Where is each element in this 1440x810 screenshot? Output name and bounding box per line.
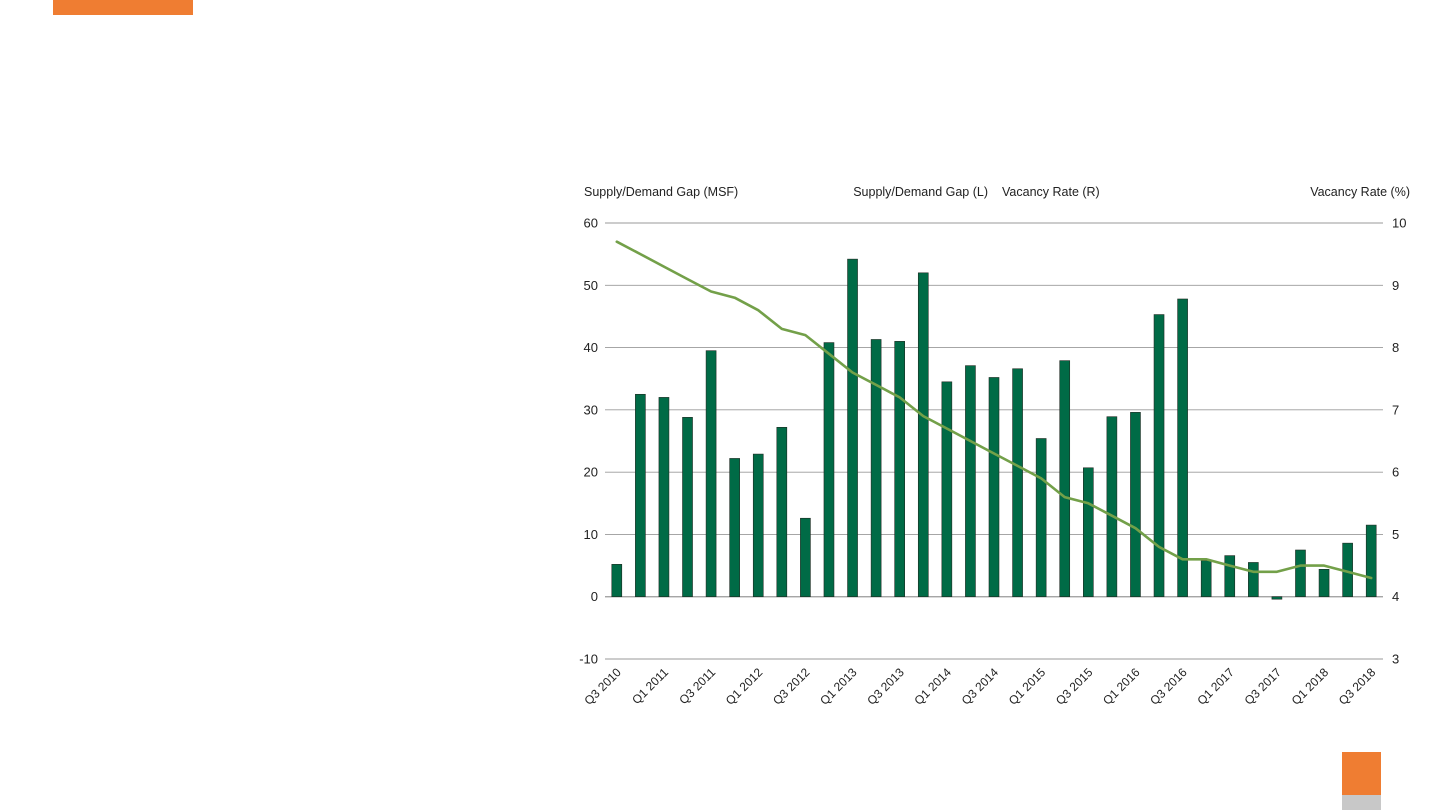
y-right-tick-label: 3 — [1392, 652, 1399, 667]
y-right-tick-label: 5 — [1392, 527, 1399, 542]
x-tick-label: Q1 2016 — [1100, 665, 1143, 708]
x-tick-label: Q1 2012 — [723, 665, 766, 708]
y-left-tick-label: -10 — [579, 652, 598, 667]
x-tick-label: Q3 2014 — [959, 665, 1002, 708]
y-left-tick-label: 50 — [584, 278, 598, 293]
x-tick-label: Q3 2018 — [1336, 665, 1379, 708]
x-tick-label: Q3 2011 — [676, 665, 718, 707]
bar — [1271, 596, 1283, 600]
bar — [1248, 562, 1259, 598]
y-right-tick-label: 8 — [1392, 340, 1399, 355]
bar — [611, 564, 623, 598]
bar — [752, 453, 764, 598]
x-tick-label: Q1 2015 — [1006, 665, 1049, 708]
x-tick-label: Q3 2016 — [1147, 665, 1190, 708]
y-right-tick-label: 10 — [1392, 216, 1406, 231]
bar — [1035, 438, 1047, 598]
y-axis-right-title: Vacancy Rate (%) — [1310, 185, 1410, 199]
bar — [635, 393, 646, 598]
x-tick-label: Q3 2013 — [864, 665, 907, 708]
bar — [870, 339, 882, 598]
x-tick-label: Q3 2012 — [770, 665, 813, 708]
vacancy-rate-line — [615, 240, 1373, 580]
x-tick-label: Q1 2011 — [629, 665, 671, 707]
y-left-tick-label: 10 — [584, 527, 598, 542]
bar — [965, 365, 976, 598]
bar — [800, 517, 811, 598]
bottom-right-orange-accent — [1342, 752, 1381, 795]
bar — [1012, 368, 1023, 598]
x-tick-label: Q3 2017 — [1242, 665, 1285, 708]
bar — [682, 417, 693, 598]
bar — [894, 341, 905, 598]
y-left-tick-label: 60 — [584, 216, 598, 231]
bar — [1106, 416, 1118, 598]
bar — [1130, 412, 1141, 598]
y-left-tick-label: 0 — [591, 589, 598, 604]
bar — [988, 377, 1000, 598]
bar — [847, 258, 858, 598]
bottom-right-gray-accent — [1342, 795, 1381, 810]
x-tick-label: Q3 2010 — [581, 665, 624, 708]
bar — [1059, 360, 1071, 598]
bar — [658, 397, 670, 598]
x-tick-label: Q1 2018 — [1289, 665, 1332, 708]
bar — [823, 342, 835, 598]
legend-bar-series: Supply/Demand Gap (L) — [853, 185, 988, 199]
x-tick-label: Q3 2015 — [1053, 665, 1096, 708]
bar — [776, 426, 788, 598]
line-series — [615, 240, 1373, 580]
bar — [729, 458, 740, 598]
legend-line-series: Vacancy Rate (R) — [1002, 185, 1100, 199]
bar-series — [611, 258, 1377, 600]
y-left-tick-label: 30 — [584, 402, 598, 417]
top-orange-accent-bar — [53, 0, 193, 15]
bar — [705, 350, 717, 598]
bar — [1083, 467, 1094, 598]
bar — [1177, 298, 1188, 598]
bar — [1200, 560, 1212, 598]
y-axis-left-title: Supply/Demand Gap (MSF) — [584, 185, 738, 199]
x-tick-label: Q1 2017 — [1194, 665, 1237, 708]
bar — [917, 272, 929, 598]
y-left-tick-label: 40 — [584, 340, 598, 355]
y-right-tick-label: 6 — [1392, 465, 1399, 480]
bar — [941, 381, 953, 598]
y-left-tick-label: 20 — [584, 465, 598, 480]
bar — [1365, 524, 1377, 598]
y-right-tick-label: 7 — [1392, 402, 1399, 417]
bar — [1318, 569, 1330, 598]
bar — [1295, 549, 1306, 598]
bar — [1153, 314, 1165, 598]
y-right-tick-label: 9 — [1392, 278, 1399, 293]
supply-demand-vacancy-chart: Supply/Demand Gap (MSF) Vacancy Rate (%)… — [579, 185, 1410, 708]
x-tick-label: Q1 2014 — [912, 665, 955, 708]
bar — [1224, 555, 1236, 598]
y-right-tick-label: 4 — [1392, 589, 1399, 604]
x-tick-label: Q1 2013 — [817, 665, 860, 708]
